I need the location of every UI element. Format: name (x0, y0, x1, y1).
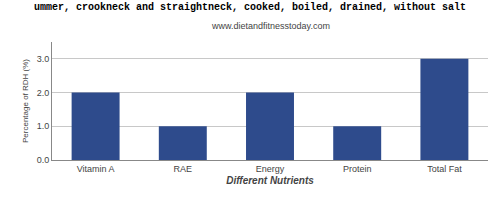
svg-text:1.0: 1.0 (37, 121, 50, 131)
svg-text:3.0: 3.0 (37, 54, 50, 64)
svg-text:www.dietandfitnesstoday.com: www.dietandfitnesstoday.com (211, 21, 330, 31)
svg-text:Percentage of RDH (%): Percentage of RDH (%) (21, 59, 30, 143)
svg-text:0.0: 0.0 (37, 155, 50, 165)
svg-text:RAE: RAE (174, 164, 193, 174)
svg-text:2.0: 2.0 (37, 88, 50, 98)
svg-text:Vitamin A: Vitamin A (77, 164, 115, 174)
svg-text:Total Fat: Total Fat (427, 164, 462, 174)
svg-text:ummer, crookneck and straightn: ummer, crookneck and straightneck, cooke… (34, 2, 466, 13)
svg-text:Protein: Protein (343, 164, 372, 174)
svg-text:Different Nutrients: Different Nutrients (226, 175, 314, 186)
svg-text:Energy: Energy (256, 164, 285, 174)
